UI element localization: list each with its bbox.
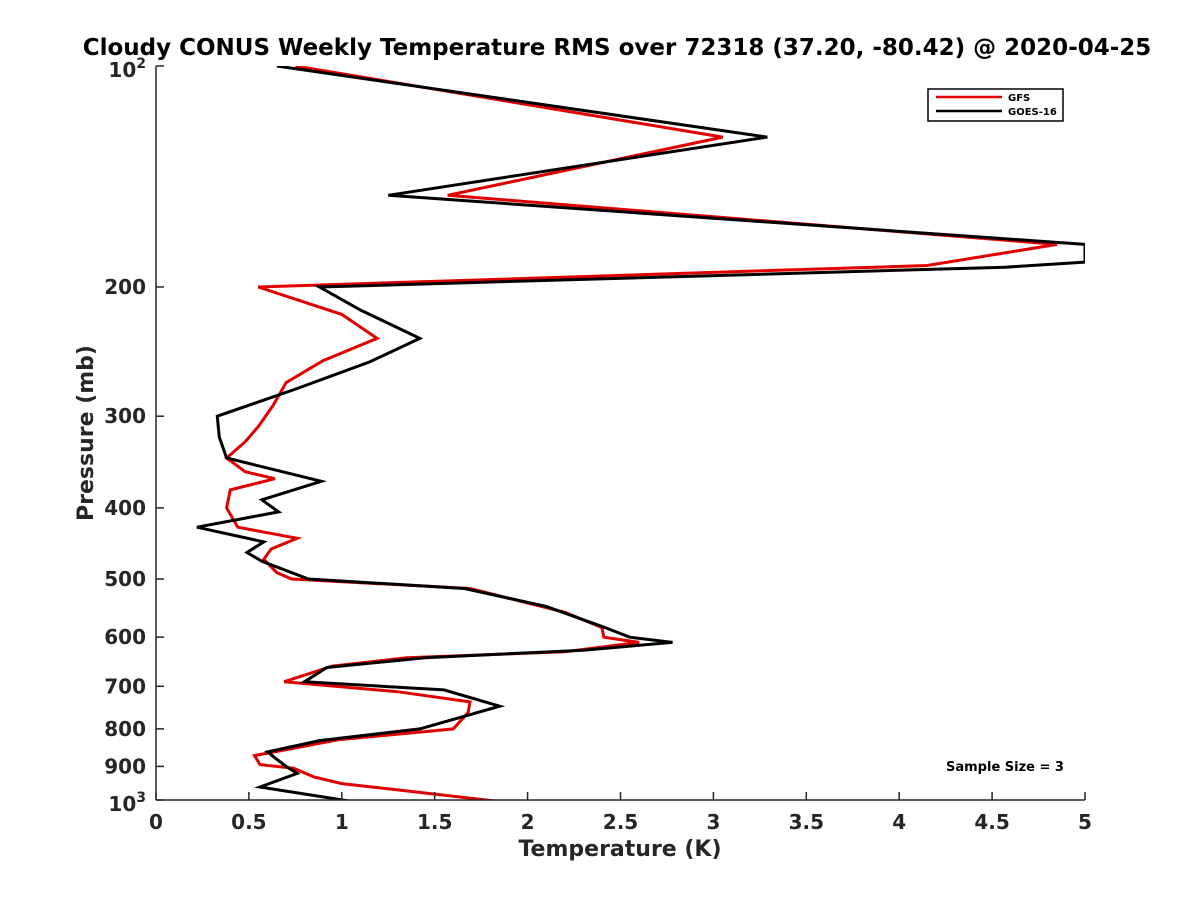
- x-tick-label: 5: [1078, 810, 1092, 834]
- legend-label-goes16: GOES-16: [1008, 107, 1057, 118]
- x-tick-label: 3.5: [789, 810, 824, 834]
- y-tick-label: 600: [104, 625, 146, 649]
- y-tick-label: 300: [104, 404, 146, 428]
- x-tick-label: 0.5: [231, 810, 266, 834]
- x-axis-label: Temperature (K): [518, 837, 721, 862]
- x-tick-label: 2: [521, 810, 535, 834]
- series-line-gfs: [224, 66, 1058, 800]
- x-tick-label: 2.5: [603, 810, 638, 834]
- y-tick-label: 700: [104, 674, 146, 698]
- x-tick-label: 1: [335, 810, 349, 834]
- legend: GFS GOES-16: [927, 88, 1064, 122]
- x-tick-label: 4.5: [974, 810, 1009, 834]
- y-axis-label: Pressure (mb): [74, 345, 99, 521]
- y-tick-label: 900: [104, 754, 146, 778]
- series-layer: [196, 66, 1085, 800]
- series-line-goes16: [196, 66, 1085, 800]
- y-tick-label: 200: [104, 275, 146, 299]
- x-tick-label: 0: [149, 810, 163, 834]
- x-tick-label: 1.5: [417, 810, 452, 834]
- y-tick-label: 400: [104, 496, 146, 520]
- x-tick-label: 4: [892, 810, 906, 834]
- chart-title: Cloudy CONUS Weekly Temperature RMS over…: [83, 35, 1152, 61]
- legend-box: [927, 88, 1064, 122]
- sample-size-annotation: Sample Size = 3: [946, 760, 1064, 775]
- y-tick-label: 103: [108, 790, 146, 816]
- y-tick-label: 500: [104, 567, 146, 591]
- legend-label-gfs: GFS: [1008, 93, 1030, 104]
- y-tick-label: 102: [108, 56, 146, 82]
- axes: 0 0.5 1 1.5 2 2.5 3 3.5 4 4.5 5 102 200 300 400 500 600 7…: [104, 56, 1092, 834]
- y-tick-label: 800: [104, 717, 146, 741]
- x-tick-label: 3: [706, 810, 720, 834]
